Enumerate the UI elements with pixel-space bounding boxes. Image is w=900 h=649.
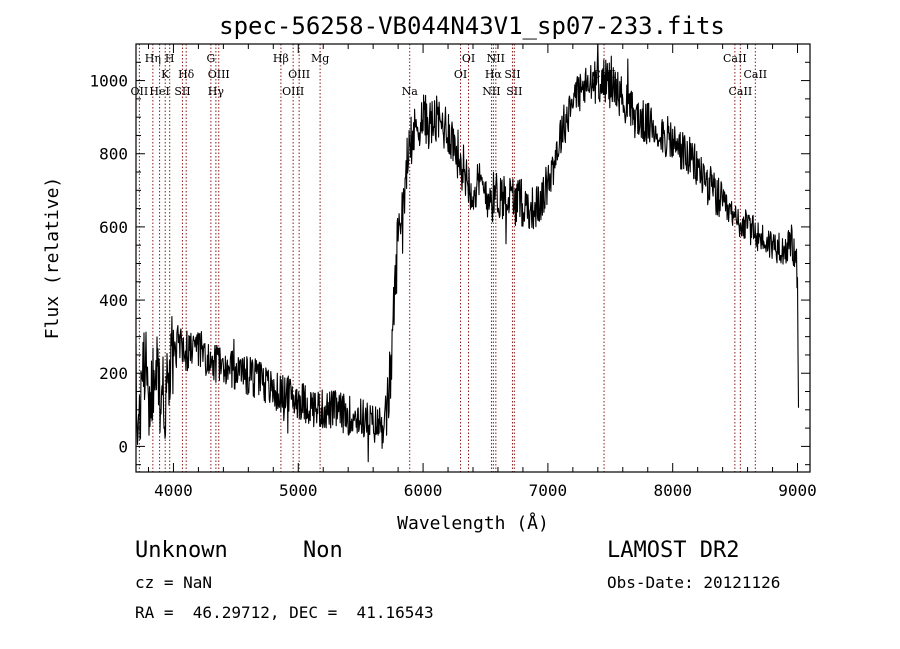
spectral-line-markers [138,44,756,472]
plot-frame [135,43,811,473]
spectral-line-label: OIII [208,68,230,81]
spectral-line-label: SII [504,68,520,81]
coordinates-text: RA = 46.29712, DEC = 41.16543 [135,603,434,622]
spectral-line-label: OI [462,52,475,65]
spectral-line-label: H [165,52,175,65]
y-axis-ticks: 0 200 400 600 800 1000 [89,61,810,466]
spectral-line-label: HeI [149,85,169,98]
spectrum-series [135,43,800,463]
spectral-line-label: K [161,68,170,81]
spectral-line-label: Na [402,85,419,98]
spectral-line-label: Hα [485,68,503,81]
y-tick-label: 400 [99,291,128,310]
x-tick-label: 9000 [778,481,817,500]
y-tick-label: 200 [99,364,128,383]
spectral-line-label: Hδ [178,68,195,81]
spectral-line-label: CaII [743,68,767,81]
survey-name: LAMOST DR2 [607,538,740,563]
spectral-line-label: Mg [311,52,329,65]
x-tick-label: 5000 [279,481,318,500]
spectral-line-label: G [206,52,215,65]
spectral-line-label: OIII [288,68,310,81]
spectral-line-label: NII [487,52,505,65]
spectral-line-label: CaII [729,85,753,98]
spectral-line-label: SII [506,85,522,98]
x-axis-label: Wavelength (Å) [397,512,549,534]
spectral-line-label: Hη [145,52,161,65]
spectral-line-label: SII [174,85,190,98]
x-tick-label: 8000 [653,481,692,500]
y-tick-label: 1000 [89,72,128,91]
y-tick-label: 0 [118,437,128,456]
chart-title: spec-56258-VB044N43V1_sp07-233.fits [219,12,725,40]
x-tick-label: 7000 [529,481,568,500]
x-axis-ticks: 4000 5000 6000 7000 8000 9000 [147,44,817,500]
spectral-line-label: OII [131,85,149,98]
x-tick-label: 6000 [404,481,443,500]
y-tick-label: 800 [99,145,128,164]
object-subclass: Non [303,538,343,563]
spectral-line-label: Hβ [273,52,289,65]
object-class: Unknown [135,538,228,563]
x-tick-label: 4000 [154,481,193,500]
spectral-line-label: CaII [723,52,747,65]
spectral-line-label: OIII [282,85,304,98]
y-tick-label: 600 [99,218,128,237]
spectral-line-label: Hγ [208,85,225,98]
observation-date: Obs-Date: 20121126 [607,573,781,592]
spectral-line-label: NII [482,85,500,98]
redshift-text: cz = NaN [135,573,213,592]
y-axis-label: Flux (relative) [42,177,63,340]
spectral-line-label: OI [454,68,467,81]
spectral-line-labels: OIIHηHeIKHSIIHδGHγOIIIHβOIIIOIIIMgNaOIOI… [131,52,768,98]
